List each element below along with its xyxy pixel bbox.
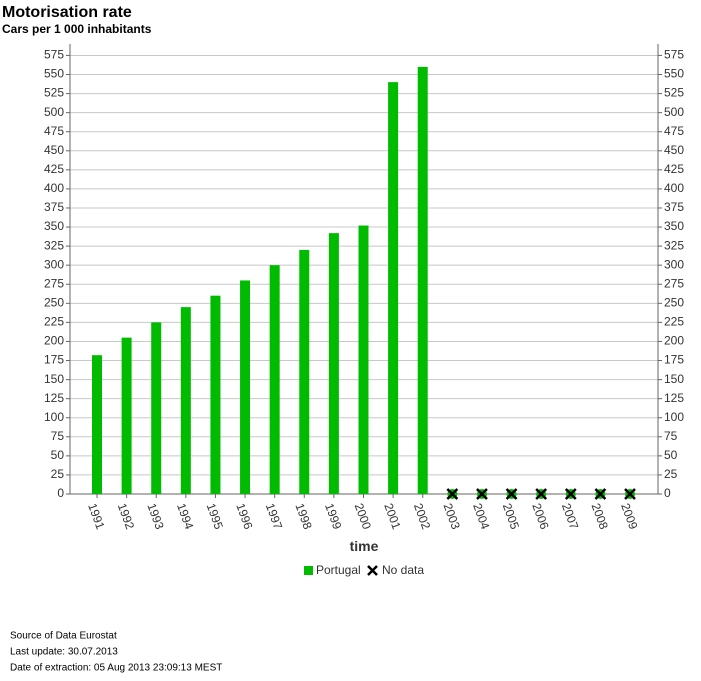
x-tick-label: 2006 [529, 501, 551, 531]
y-tick-label: 425 [44, 162, 64, 176]
legend-label: Portugal [316, 563, 361, 577]
y2-tick-label: 575 [664, 48, 684, 62]
y-tick-label: 300 [44, 257, 64, 271]
chart-title: Motorisation rate [2, 4, 132, 21]
bar [328, 233, 339, 495]
y2-tick-label: 150 [664, 372, 684, 386]
y-tick-label: 375 [44, 200, 64, 214]
y2-tick-label: 100 [664, 410, 684, 424]
x-tick-label: 1996 [233, 501, 255, 531]
y2-tick-label: 0 [664, 486, 671, 500]
y2-tick-label: 375 [664, 200, 684, 214]
bar [417, 66, 428, 495]
y2-tick-label: 250 [664, 295, 684, 309]
y-tick-label: 100 [44, 410, 64, 424]
y2-tick-label: 225 [664, 315, 684, 329]
bar [299, 249, 310, 494]
x-tick-label: 2004 [470, 501, 492, 531]
bar [210, 295, 221, 494]
x-tick-label: 2005 [500, 501, 522, 531]
x-tick-label: 2008 [589, 501, 611, 531]
bar [92, 355, 102, 494]
y2-tick-label: 275 [664, 276, 684, 290]
footer-text: Source of Data Eurostat [10, 631, 117, 642]
y-tick-label: 125 [44, 391, 64, 405]
no-data-marker [505, 488, 518, 500]
y2-tick-label: 425 [664, 162, 684, 176]
y-tick-label: 350 [44, 219, 64, 233]
x-tick-label: 1999 [322, 501, 344, 531]
y-tick-label: 75 [51, 429, 65, 443]
y2-tick-label: 200 [664, 334, 684, 348]
x-tick-label: 2002 [411, 501, 433, 531]
y2-tick-label: 550 [664, 67, 684, 81]
y-tick-label: 250 [44, 295, 64, 309]
y2-tick-label: 400 [664, 181, 684, 195]
y-tick-label: 400 [44, 181, 64, 195]
y-tick-label: 475 [44, 124, 64, 138]
bar [358, 225, 369, 494]
bar [388, 82, 399, 494]
x-tick-label: 2003 [441, 501, 463, 531]
legend-swatch [304, 566, 313, 575]
y-tick-label: 575 [44, 48, 64, 62]
y-tick-label: 225 [44, 315, 64, 329]
y2-tick-label: 350 [664, 219, 684, 233]
y-tick-label: 525 [44, 86, 64, 100]
footer-text: Date of extraction: 05 Aug 2013 23:09:13… [10, 663, 222, 674]
y-tick-label: 175 [44, 353, 64, 367]
x-tick-label: 2000 [352, 501, 374, 531]
bar [151, 322, 162, 494]
no-data-marker [624, 488, 636, 500]
y-tick-label: 500 [44, 105, 64, 119]
y2-tick-label: 500 [664, 105, 684, 119]
y2-tick-label: 450 [664, 143, 684, 157]
x-tick-label: 1998 [292, 501, 314, 531]
no-data-marker [564, 488, 577, 500]
y2-tick-label: 125 [664, 391, 684, 405]
y2-tick-label: 525 [664, 86, 684, 100]
no-data-marker [446, 488, 459, 500]
no-data-marker [476, 488, 488, 500]
y2-tick-label: 25 [664, 467, 678, 481]
legend-no-data-icon [367, 565, 378, 576]
x-tick-label: 2009 [618, 501, 640, 531]
y-tick-label: 325 [44, 238, 64, 252]
x-tick-label: 1995 [204, 501, 226, 531]
no-data-marker [594, 488, 607, 500]
y2-tick-label: 175 [664, 353, 684, 367]
bar [269, 265, 280, 494]
x-tick-label: 1991 [85, 501, 107, 531]
y2-tick-label: 75 [664, 429, 678, 443]
footer-text: Last update: 30.07.2013 [10, 647, 118, 658]
y2-tick-label: 475 [664, 124, 684, 138]
bar [121, 337, 132, 494]
y2-tick-label: 325 [664, 238, 684, 252]
x-tick-label: 2007 [559, 501, 581, 531]
y-tick-label: 0 [57, 486, 64, 500]
bar [240, 280, 251, 494]
x-tick-label: 2001 [381, 501, 403, 531]
y-tick-label: 275 [44, 276, 64, 290]
x-tick-label: 1997 [263, 501, 285, 531]
y2-tick-label: 50 [664, 448, 678, 462]
y-tick-label: 50 [51, 448, 65, 462]
legend-label: No data [382, 563, 424, 577]
y2-tick-label: 300 [664, 257, 684, 271]
y-tick-label: 550 [44, 67, 64, 81]
x-axis-title: time [350, 538, 379, 554]
bar [180, 307, 191, 494]
x-tick-label: 1994 [174, 501, 196, 531]
x-tick-label: 1992 [115, 501, 137, 531]
y-tick-label: 450 [44, 143, 64, 157]
y-tick-label: 200 [44, 334, 64, 348]
y-tick-label: 25 [51, 467, 65, 481]
no-data-marker [535, 488, 548, 500]
x-tick-label: 1993 [144, 501, 166, 531]
chart-subtitle: Cars per 1 000 inhabitants [2, 22, 152, 36]
y-tick-label: 150 [44, 372, 64, 386]
